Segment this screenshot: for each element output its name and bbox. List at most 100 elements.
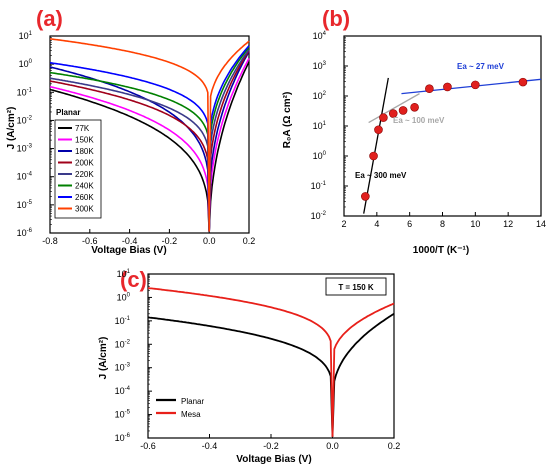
panel-a-frame	[49, 35, 250, 234]
panel-b-fit-line	[401, 78, 542, 95]
panel-b-xtick-label: 2	[341, 219, 346, 229]
panel-b-annotation: Ea ~ 100 meV	[393, 116, 445, 125]
panel-b-ytick-label: 104	[313, 31, 327, 41]
panel-c-temp-label: T = 150 K	[338, 283, 374, 292]
panel-b-ytick-label: 101	[313, 121, 327, 131]
panel-c-ytick-label: 10-5	[115, 410, 131, 420]
panel-a-xtick-label: 0.0	[203, 236, 216, 246]
panel-a-legend-box	[54, 119, 102, 219]
panel-b-ytick-exp: -2	[321, 211, 327, 217]
panel-a-series-200K	[49, 50, 250, 232]
panel-b-ylabel: R₀A (Ω cm²)	[282, 92, 293, 149]
panel-c-temp-box	[325, 277, 387, 296]
panel-c-ytick-label: 10-2	[115, 339, 131, 349]
panel-b-ytick-label: 102	[313, 91, 327, 101]
panel-a-ytick-exp: -5	[27, 200, 33, 206]
panel-a-ytick-exp: -6	[27, 228, 33, 234]
panel-a-ytick-label: 10-3	[17, 144, 33, 154]
panel-c-xtick-label: -0.2	[263, 441, 279, 451]
panel-b-point	[443, 82, 452, 92]
panel-c-ytick-exp: 0	[127, 292, 131, 298]
panel-a-xtick-label: -0.6	[82, 236, 98, 246]
panel-b-xtick-label: 14	[536, 219, 546, 229]
panel-b-annotation: Ea ~ 300 meV	[355, 171, 407, 180]
panel-a-series-240K	[49, 46, 250, 232]
panel-a-xtick-label: -0.8	[42, 236, 58, 246]
panel-b-point	[518, 77, 528, 87]
panel-c-ytick-label: 10-4	[115, 386, 131, 396]
panel-a-legend-title: Planar	[56, 108, 80, 117]
panel-b-xlabel: 1000/T (K⁻¹)	[413, 245, 469, 256]
panel-c-ytick-label: 10-6	[115, 433, 131, 443]
panel-b-annotation: Ea ~ 27 meV	[457, 62, 505, 71]
panel-c-legend-label: Mesa	[181, 410, 201, 419]
panel-c-ytick-exp: -6	[125, 433, 131, 439]
panel-c-series-Mesa	[147, 287, 395, 437]
panel-c-ytick-label: 101	[117, 269, 131, 279]
panel-a-ytick-label: 10-5	[17, 200, 33, 210]
panel-c-xtick-label: 0.2	[388, 441, 401, 451]
panel-a-xtick-label: -0.2	[162, 236, 178, 246]
panel-a-ytick-label: 10-2	[17, 115, 33, 125]
panel-a-series-220K	[49, 49, 250, 232]
panel-c-ytick-exp: -3	[125, 363, 131, 369]
panel-a-legend-label: 300K	[75, 205, 94, 214]
panel-b-ytick-exp: 3	[323, 61, 327, 67]
panel-b-ytick-exp: 1	[323, 121, 327, 127]
panel-b-xtick-label: 12	[503, 219, 513, 229]
panel-c-ytick-exp: 1	[127, 269, 131, 275]
panel-b-ytick-label: 103	[313, 61, 327, 71]
panel-a-ytick-label: 100	[19, 59, 33, 69]
panel-a-ytick-exp: -2	[27, 115, 33, 121]
panel-c-ytick-label: 10-3	[115, 363, 131, 373]
panel-a-ytick-exp: 1	[29, 31, 33, 37]
panel-b-fit-line	[363, 77, 389, 214]
panel-a-ytick-exp: -3	[27, 144, 33, 150]
panel-a-series-77K	[49, 61, 250, 232]
panel-a-ylabel: J (A/cm²)	[6, 107, 17, 150]
panel-a-xtick-label: 0.2	[243, 236, 256, 246]
panel-b-ytick-label: 10-1	[311, 181, 327, 191]
panel-c-label: (c)	[120, 267, 147, 292]
panel-b-xtick-label: 10	[470, 219, 480, 229]
panel-c-xtick-label: 0.0	[326, 441, 339, 451]
panel-c-xlabel: Voltage Bias (V)	[236, 454, 311, 465]
panel-a-ytick-exp: -1	[27, 87, 33, 93]
panel-a-series-150K	[49, 58, 250, 232]
panel-a-legend-label: 200K	[75, 159, 94, 168]
panel-b-point	[398, 106, 408, 115]
panel-c-series-Planar	[147, 313, 395, 437]
panel-a-ytick-label: 10-1	[17, 87, 33, 97]
panel-b-xtick-label: 8	[440, 219, 445, 229]
panel-b-xtick-label: 6	[407, 219, 412, 229]
panel-c-ytick-exp: -1	[125, 316, 131, 322]
panel-b-point	[361, 192, 370, 201]
panel-b-point	[425, 84, 434, 94]
panel-a-legend-label: 180K	[75, 147, 94, 156]
panel-b-label: (b)	[322, 6, 350, 31]
panel-a-xtick-label: -0.4	[122, 236, 138, 246]
panel-b-point	[410, 103, 419, 112]
panel-b-point	[374, 125, 383, 135]
panel-a-ytick-label: 10-4	[17, 172, 33, 182]
panel-a-legend-label: 260K	[75, 193, 94, 202]
panel-a-legend-label: 77K	[75, 124, 90, 133]
panel-c-ytick-label: 100	[117, 292, 131, 302]
panel-b-point	[388, 109, 398, 118]
panel-a-legend-label: 240K	[75, 182, 94, 191]
panel-c-xtick-label: -0.4	[202, 441, 218, 451]
panel-a-series-260K	[49, 45, 250, 232]
panel-c-ytick-label: 10-1	[115, 316, 131, 326]
panel-b-ytick-exp: 4	[323, 31, 327, 37]
panel-b-frame	[343, 35, 542, 217]
panel-c-ytick-exp: -2	[125, 339, 131, 345]
panel-b-point	[471, 80, 480, 90]
panel-b-ytick-label: 10-2	[311, 211, 327, 221]
panel-c-ytick-exp: -5	[125, 410, 131, 416]
panel-b-fit-line	[368, 93, 420, 124]
panel-a-ytick-label: 10-6	[17, 228, 33, 238]
